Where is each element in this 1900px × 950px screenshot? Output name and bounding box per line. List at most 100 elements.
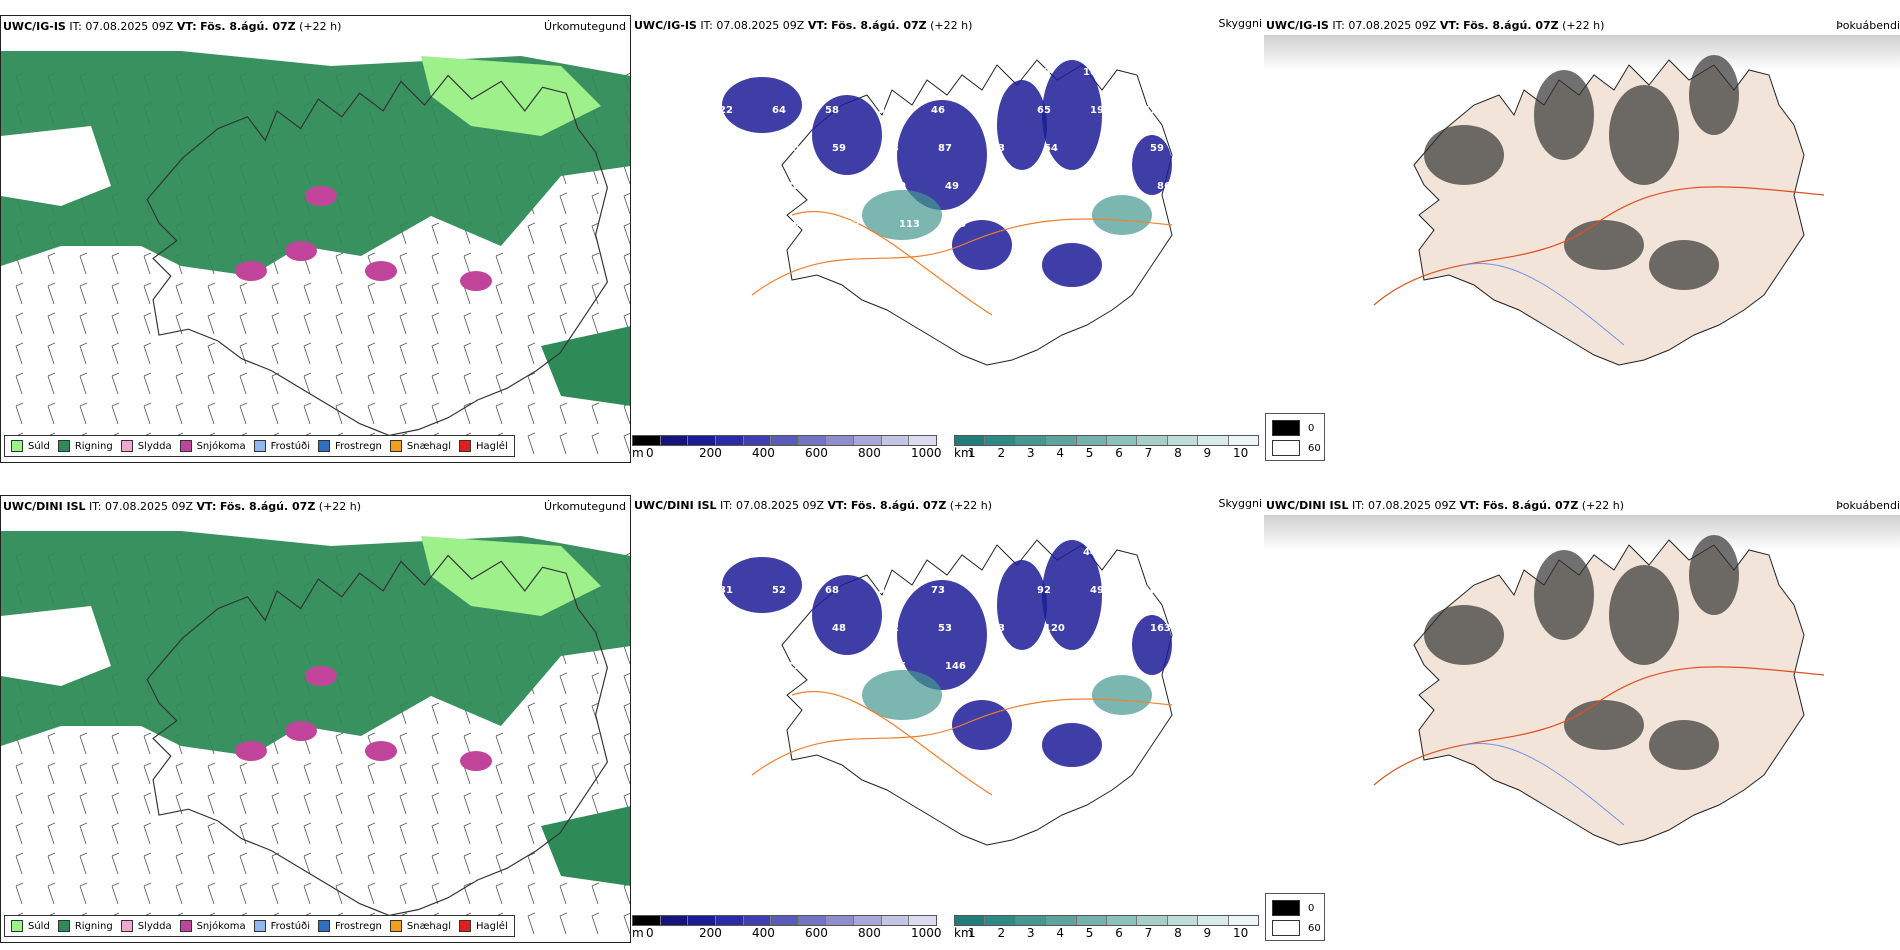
- colorbar-segment: [1015, 436, 1047, 445]
- wind-barb: [143, 342, 152, 365]
- wind-barb: [367, 792, 376, 815]
- wind-barb: [207, 792, 216, 815]
- legend-item: Snæhagl: [389, 920, 451, 932]
- snow-area: [365, 741, 397, 761]
- wind-barb: [527, 852, 536, 875]
- colorbar-segment: [1198, 436, 1229, 445]
- wind-barb: [431, 222, 440, 245]
- wind-barb: [463, 882, 472, 905]
- fog-legend: 0 60: [1265, 893, 1325, 941]
- wind-barb: [143, 252, 152, 275]
- precip-type-legend: Súld Rigning Slydda Snjókoma Frostúði Frostre…: [4, 435, 515, 457]
- precip-map: [1, 531, 630, 935]
- colorbar-segment: [688, 916, 716, 925]
- cloud-base-label: 71: [726, 143, 740, 154]
- cloud-base-label: 97: [740, 219, 754, 230]
- wind-barb: [367, 342, 376, 365]
- wind-barb: [495, 342, 504, 365]
- fog-legend-value: 60: [1308, 922, 1321, 934]
- legend-label: Frostregn: [335, 920, 382, 932]
- cloud-base-label: 60: [765, 67, 779, 78]
- colorbar-segment: [1228, 916, 1259, 925]
- legend-swatch: [57, 440, 70, 452]
- wind-barb: [431, 852, 440, 875]
- cloud-base-label: 183: [998, 181, 1019, 192]
- fog-legend-value: 60: [1308, 442, 1321, 454]
- fog-legend-item: 0: [1272, 420, 1314, 436]
- wind-barb: [111, 282, 120, 305]
- wind-barb: [559, 222, 568, 245]
- rain-area: [541, 806, 630, 886]
- cloud-base-label: 33: [977, 547, 991, 558]
- wind-barb: [559, 882, 568, 905]
- wind-barb: [591, 282, 600, 305]
- wind-barb: [271, 372, 280, 395]
- cloud-base-label: 63: [1136, 547, 1150, 558]
- wind-barb: [335, 852, 344, 875]
- legend-swatch: [179, 440, 192, 452]
- legend-item: Frostregn: [318, 920, 382, 932]
- cloud-base-label: 58: [825, 105, 839, 116]
- wind-barb: [399, 882, 408, 905]
- legend-item: Frostúði: [253, 920, 310, 932]
- fog-indicator-panel-top: UWC/IG-IS IT: 07.08.2025 09Z VT: Fös. 8.…: [1264, 15, 1900, 463]
- fog-indicator-area: [1689, 55, 1739, 135]
- cloud-base-label: 37: [977, 67, 991, 78]
- wind-barb: [463, 732, 472, 755]
- panel-header: UWC/IG-IS IT: 07.08.2025 09Z VT: Fös. 8.…: [634, 19, 973, 32]
- wind-barb: [303, 282, 312, 305]
- colorbar-segment: [1167, 436, 1199, 445]
- low-cloud-area: [812, 95, 882, 175]
- wind-barb: [463, 792, 472, 815]
- legend-label: Haglél: [476, 440, 508, 452]
- colorbar-segment: [881, 916, 910, 925]
- legend-item: Haglél: [459, 440, 508, 452]
- cloud-visibility-panel-top: UWC/IG-IS IT: 07.08.2025 09Z VT: Fös. 8.…: [632, 15, 1264, 463]
- colorbar-segment: [826, 436, 855, 445]
- cloud-base-colorbar: m 0 200 400 600 800 1000: [632, 435, 942, 460]
- cloud-base-label: 22: [846, 219, 860, 230]
- wind-barb: [303, 342, 312, 365]
- wind-barb: [239, 822, 248, 845]
- wind-barb: [111, 252, 120, 275]
- colorbar-tick: 200: [699, 926, 722, 940]
- coastline: [1413, 59, 1805, 366]
- cloud-base-label: 85: [892, 661, 906, 672]
- colorbar-segment: [1046, 916, 1077, 925]
- legend-swatch: [179, 920, 192, 932]
- wind-barb: [527, 252, 536, 275]
- wind-barb: [47, 282, 56, 305]
- cloud-base-label: 61: [871, 547, 885, 558]
- colorbar-tick: 3: [1026, 926, 1035, 940]
- legend-swatch: [11, 440, 23, 452]
- fog-indicator-area: [1424, 125, 1504, 185]
- wind-barb: [175, 282, 184, 305]
- wind-barb: [527, 402, 536, 425]
- wind-barb: [79, 792, 88, 815]
- coastline: [146, 554, 609, 917]
- legend-swatch: [459, 440, 472, 452]
- low-cloud-area: [1042, 540, 1102, 650]
- panel-title: Úrkomutegund: [544, 500, 626, 513]
- cloud-base-label: 48: [839, 181, 853, 192]
- cloud-base-label: 68: [825, 585, 839, 596]
- colorbar-segment: [909, 436, 937, 445]
- wind-barb: [559, 672, 568, 695]
- fog-indicator-area: [1564, 220, 1644, 270]
- cloud-base-label: 73: [885, 143, 899, 154]
- cloud-base-label: 80: [892, 181, 906, 192]
- cloud-base-label: 93: [793, 219, 807, 230]
- panel-header: UWC/DINI ISL IT: 07.08.2025 09Z VT: Fös.…: [634, 499, 993, 512]
- colorbar-tick: 10: [1233, 446, 1249, 460]
- wind-barb: [207, 852, 216, 875]
- wind-barb: [399, 762, 408, 785]
- wind-barb: [303, 372, 312, 395]
- wind-barb: [367, 852, 376, 875]
- legend-label: Frostúði: [270, 920, 310, 932]
- wind-barb: [559, 762, 568, 785]
- wind-barb: [15, 882, 24, 905]
- colorbar-tick: 600: [805, 926, 828, 940]
- legend-label: Súld: [28, 440, 50, 452]
- wind-barb: [431, 402, 440, 425]
- cloud-base-label: 60: [712, 547, 726, 558]
